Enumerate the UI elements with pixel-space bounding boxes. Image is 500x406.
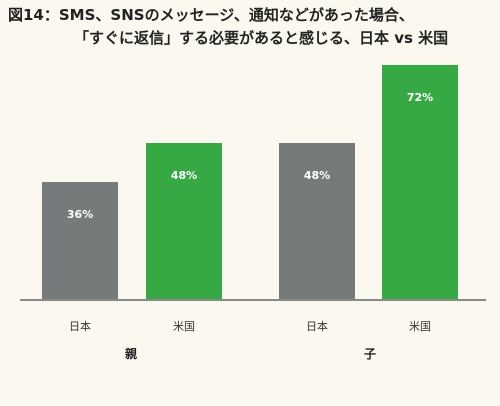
chart-title-line2: 「すぐに返信」する必要があると感じる、日本 vs 米国 [74, 29, 449, 47]
bar-parent-japan [42, 182, 118, 299]
data-label: 72% [407, 91, 433, 104]
bar-child-japan [279, 143, 355, 299]
data-label: 48% [171, 169, 197, 182]
group-label: 子 [364, 347, 376, 361]
group-label: 親 [125, 346, 137, 361]
data-label: 48% [304, 169, 330, 182]
data-label: 36% [67, 208, 93, 221]
category-label: 米国 [409, 320, 431, 333]
category-label: 米国 [173, 320, 195, 333]
category-label: 日本 [69, 319, 91, 333]
bar-child-us [382, 65, 458, 299]
category-label: 日本 [306, 319, 328, 333]
chart-title: 図14：SMS、SNSのメッセージ、通知などがあった場合、 「すぐに返信」する必… [8, 4, 498, 50]
chart-title-line1: 図14：SMS、SNSのメッセージ、通知などがあった場合、 [8, 6, 414, 24]
bar-parent-us [146, 143, 222, 299]
